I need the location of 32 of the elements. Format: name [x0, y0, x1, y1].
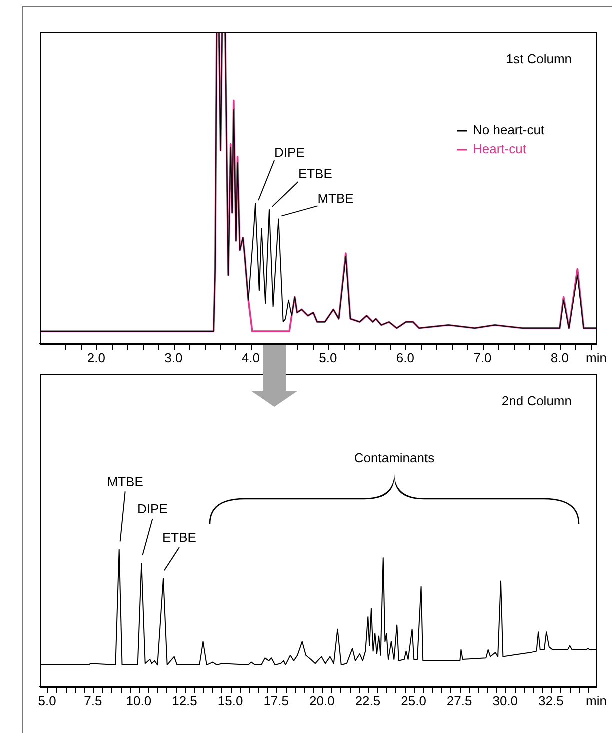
- annotation: MTBE: [318, 190, 354, 206]
- x-tick-label: 7.5: [84, 694, 102, 709]
- x-tick-label: 27.5: [446, 694, 472, 709]
- x-tick-label: 7.0: [474, 350, 492, 366]
- annotation: ETBE: [298, 166, 333, 182]
- x-axis-title: min: [586, 694, 607, 709]
- annotation: MTBE: [107, 474, 144, 490]
- legend-label: No heart-cut: [473, 122, 545, 138]
- annotation: 1st Column: [506, 52, 572, 67]
- annotation: ETBE: [162, 530, 197, 546]
- x-tick-label: 3.0: [164, 350, 183, 366]
- x-tick-label: 15.0: [218, 694, 244, 709]
- x-tick-label: 30.0: [492, 694, 518, 709]
- x-tick-label: 10.0: [126, 694, 152, 709]
- x-tick-label: 8.0: [550, 350, 569, 366]
- x-tick-label: 22.5: [355, 694, 381, 709]
- annotation: DIPE: [138, 502, 168, 517]
- x-tick-label: 5.0: [38, 694, 56, 709]
- x-tick-label: 25.0: [401, 694, 426, 709]
- text: 2nd Column: [502, 394, 572, 409]
- text: Contaminants: [354, 450, 436, 466]
- x-axis-title: min: [586, 350, 607, 366]
- x-tick-label: 20.0: [310, 694, 335, 709]
- x-tick-label: 4.0: [242, 350, 260, 366]
- x-tick-label: 32.5: [538, 694, 564, 709]
- x-tick-label: 5.0: [319, 350, 338, 366]
- annotation: DIPE: [274, 145, 306, 160]
- x-tick-label: 17.5: [264, 694, 290, 709]
- x-tick-label: 6.0: [396, 350, 414, 366]
- x-tick-label: 2.0: [87, 350, 106, 366]
- x-tick-label: 12.5: [172, 694, 198, 709]
- legend-label: Heart-cut: [473, 142, 527, 157]
